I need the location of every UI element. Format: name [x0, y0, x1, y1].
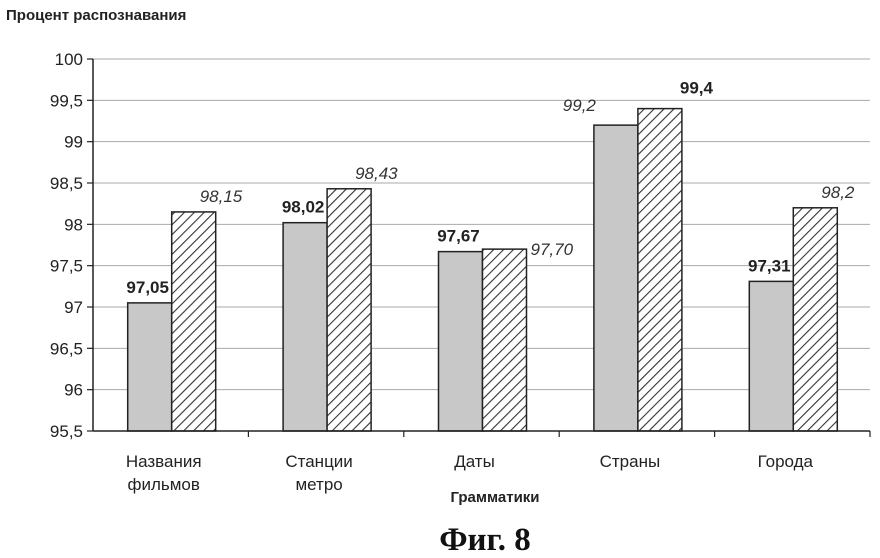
y-tick-label: 98,5	[50, 174, 83, 193]
bar-series1	[283, 223, 327, 431]
data-label: 97,05	[126, 278, 169, 297]
y-tick-label: 96	[64, 381, 83, 400]
data-label: 99,2	[563, 96, 597, 115]
bar-series1	[594, 125, 638, 431]
y-tick-label: 97	[64, 298, 83, 317]
bar-series1	[749, 281, 793, 431]
bar-series2	[793, 208, 837, 431]
y-tick-label: 96,5	[50, 339, 83, 358]
y-tick-label: 99,5	[50, 91, 83, 110]
bar-series2	[172, 212, 216, 431]
category-label: метро	[295, 475, 342, 494]
category-labels: Названия фильмов Станции метро Даты Страны Гор…	[126, 431, 870, 494]
category-label: Названия	[126, 452, 202, 471]
category-label: Города	[758, 452, 814, 471]
category-label: фильмов	[127, 475, 199, 494]
data-label: 98,2	[821, 183, 855, 202]
data-label: 97,70	[531, 240, 574, 259]
bar-series2	[483, 249, 527, 431]
figure-caption: Фиг. 8	[439, 522, 531, 558]
y-axis-title: Процент распознавания	[6, 7, 186, 24]
bar-series1	[128, 303, 172, 431]
y-tick-label: 97,5	[50, 257, 83, 276]
bar-series1	[439, 252, 483, 431]
y-tick-labels: 95,5 96 96,5 97 97,5 98 98,5 99 99,5 100	[50, 50, 83, 441]
y-tick-label: 100	[55, 50, 83, 69]
y-tick-label: 98	[64, 215, 83, 234]
bar-series2	[327, 189, 371, 431]
data-label: 98,43	[355, 164, 398, 183]
data-label: 98,15	[200, 187, 243, 206]
y-tick-label: 99	[64, 133, 83, 152]
data-label: 99,4	[680, 79, 714, 98]
data-label: 97,31	[748, 256, 791, 275]
category-label: Страны	[600, 452, 661, 471]
data-label: 97,67	[437, 227, 480, 246]
category-label: Даты	[454, 452, 495, 471]
category-label: Станции	[285, 452, 352, 471]
x-axis-title: Грамматики	[450, 489, 539, 506]
bars	[128, 109, 838, 431]
y-tick-label: 95,5	[50, 422, 83, 441]
data-label: 98,02	[282, 198, 325, 217]
bar-series2	[638, 109, 682, 431]
